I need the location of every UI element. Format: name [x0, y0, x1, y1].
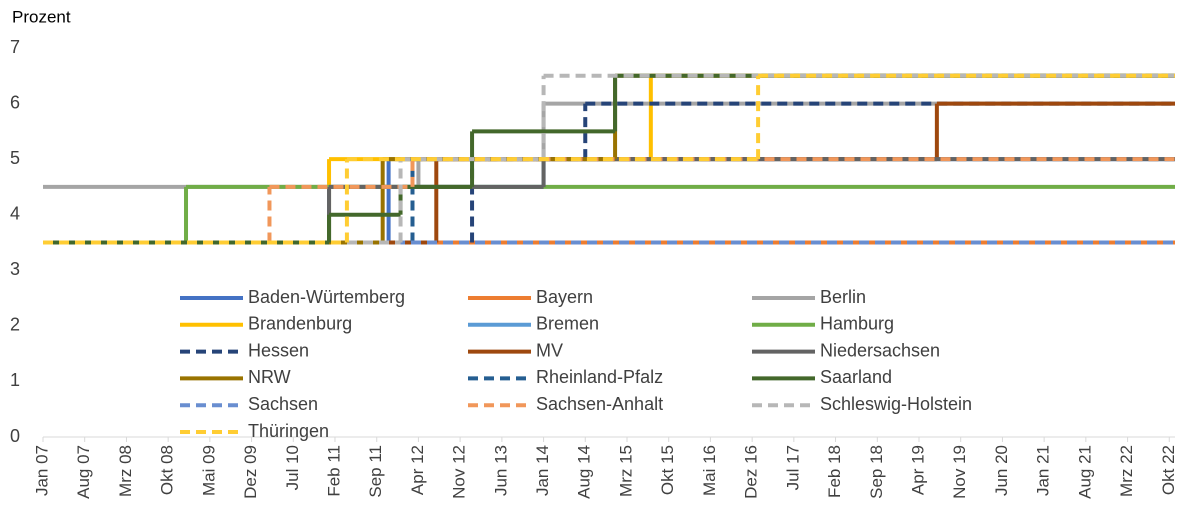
x-tick-label: Sep 18 — [867, 445, 886, 499]
x-tick-label: Jan 14 — [533, 445, 552, 496]
legend-label: Sachsen — [248, 394, 318, 414]
x-tick-label: Mrz 15 — [617, 445, 636, 497]
legend-label: Saarland — [820, 367, 892, 387]
y-tick-label: 0 — [10, 426, 20, 446]
legend-label: NRW — [248, 367, 291, 387]
legend-label: Baden-Würtemberg — [248, 287, 405, 307]
legend-label: Thüringen — [248, 421, 329, 441]
x-tick-label: Jan 21 — [1034, 445, 1053, 496]
x-tick-label: Feb 11 — [324, 445, 343, 497]
legend-label: MV — [536, 340, 563, 360]
series — [43, 184, 1175, 245]
x-tick-label: Sep 11 — [366, 445, 385, 498]
legend-label: Brandenburg — [248, 314, 352, 334]
x-tick-label: Mrz 22 — [1117, 445, 1136, 497]
x-tick-label: Jan 07 — [32, 445, 51, 496]
y-tick-label: 6 — [10, 92, 20, 112]
legend-label: Hamburg — [820, 314, 894, 334]
x-tick-label: Nov 12 — [450, 445, 469, 499]
legend-label: Sachsen-Anhalt — [536, 394, 663, 414]
series — [43, 157, 1175, 245]
y-tick-label: 3 — [10, 259, 20, 279]
x-tick-label: Aug 07 — [74, 445, 93, 499]
x-tick-label: Mrz 08 — [116, 445, 135, 497]
series — [43, 101, 1175, 245]
series — [43, 157, 1175, 245]
legend-label: Bremen — [536, 314, 599, 334]
legend-label: Schleswig-Holstein — [820, 394, 972, 414]
x-tick-label: Feb 18 — [825, 445, 844, 498]
x-tick-label: Aug 14 — [575, 445, 594, 499]
series — [43, 157, 1175, 245]
y-tick-label: 1 — [10, 370, 20, 390]
y-tick-label: 5 — [10, 148, 20, 168]
x-tick-label: Okt 15 — [658, 445, 677, 495]
x-tick-label: Jul 10 — [283, 445, 302, 490]
x-tick-label: Nov 19 — [950, 445, 969, 499]
x-tick-label: Dez 16 — [742, 445, 761, 499]
x-tick-label: Okt 22 — [1159, 445, 1178, 495]
y-tick-label: 7 — [10, 37, 20, 57]
legend-label: Hessen — [248, 340, 309, 360]
x-tick-label: Dez 09 — [241, 445, 260, 499]
series — [43, 157, 1175, 245]
legend-label: Niedersachsen — [820, 340, 940, 360]
x-tick-label: Jul 17 — [783, 445, 802, 490]
x-tick-label: Okt 08 — [158, 445, 177, 495]
x-tick-label: Mai 16 — [700, 445, 719, 496]
series — [43, 101, 1175, 245]
series — [43, 73, 1175, 245]
x-tick-label: Aug 21 — [1075, 445, 1094, 499]
series — [43, 157, 1175, 245]
series — [43, 101, 1175, 189]
y-tick-label: 4 — [10, 203, 20, 223]
legend-label: Rheinland-Pfalz — [536, 367, 663, 387]
x-tick-label: Mai 09 — [199, 445, 218, 496]
y-axis-label: Prozent — [12, 7, 71, 26]
y-tick-label: 2 — [10, 315, 20, 335]
x-tick-label: Jun 20 — [992, 445, 1011, 496]
x-tick-label: Jun 13 — [491, 445, 510, 496]
x-tick-label: Apr 19 — [908, 445, 927, 495]
x-tick-label: Apr 12 — [408, 445, 427, 495]
legend-label: Berlin — [820, 287, 866, 307]
legend-label: Bayern — [536, 287, 593, 307]
